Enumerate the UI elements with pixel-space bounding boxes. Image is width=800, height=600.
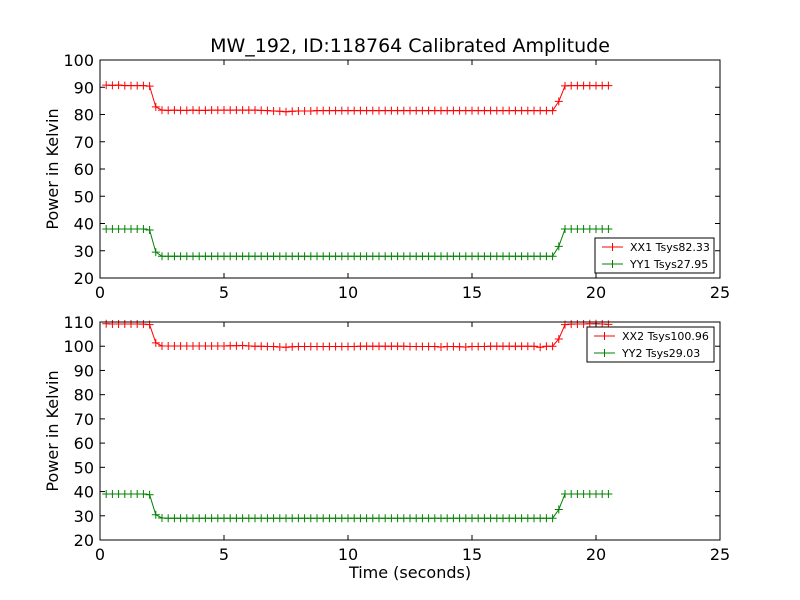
bottom-y-tick-label: 80 [74, 386, 94, 405]
top-series-1-point [114, 81, 123, 90]
bottom-series-1-point [536, 343, 545, 352]
top-y-tick-label: 30 [74, 242, 94, 261]
top-x-tick-label: 5 [219, 283, 229, 302]
top-series-1-point [604, 81, 613, 90]
bottom-y-tick-label: 90 [74, 361, 94, 380]
top-y-tick-label: 80 [74, 106, 94, 125]
bottom-series-2-point [604, 489, 613, 498]
bottom-series-1-point [151, 338, 160, 347]
top-y-tick-label: 60 [74, 160, 94, 179]
bottom-y-tick-label: 20 [74, 531, 94, 550]
bottom-series-1-point [530, 342, 538, 351]
top-series-2-point [139, 224, 148, 233]
bottom-legend: XX2 Tsys100.96 YY2 Tsys29.03 [586, 326, 715, 363]
bottom-y-tick-label: 40 [74, 483, 94, 502]
bottom-x-tick-label: 20 [586, 545, 606, 564]
bottom-y-tick-label: 50 [74, 458, 94, 477]
top-series-1-point [139, 81, 148, 90]
top-series-1-point [275, 107, 284, 116]
bottom-series-2-point [145, 490, 154, 499]
top-panel: Power in Kelvin 0 5 10 15 20 25 20 30 40 50 60 70 80… [43, 51, 730, 302]
bottom-y-tick-label: 110 [63, 313, 94, 332]
bottom-x-tick-label: 0 [95, 545, 105, 564]
chart-title: MW_192, ID:118764 Calibrated Amplitude [210, 35, 610, 57]
top-series-2-point [548, 252, 557, 261]
bottom-series-1-point [548, 342, 557, 351]
top-y-tick-label: 20 [74, 269, 94, 288]
bottom-series-2-point [139, 489, 148, 498]
bottom-y-tick-label: 30 [74, 507, 94, 526]
top-series-1-point [554, 97, 563, 106]
bottom-x-tick-label: 15 [462, 545, 482, 564]
top-y-tick-label: 40 [74, 215, 94, 234]
bottom-y-tick-label: 70 [74, 410, 94, 429]
top-series-1-point [548, 106, 557, 115]
bottom-x-tick-label: 5 [219, 545, 229, 564]
bottom-panel: Power in Kelvin Time (seconds) 0 5 10 15 20 2… [43, 313, 730, 582]
top-legend: XX1 Tsys82.33 YY1 Tsys27.95 [594, 237, 715, 274]
bottom-x-tick-label: 25 [710, 545, 730, 564]
top-series-1-point [282, 107, 290, 116]
bottom-legend-box [586, 326, 715, 363]
top-y-tick-label: 100 [63, 51, 94, 70]
top-x-tick-label: 15 [462, 283, 482, 302]
top-x-tick-label: 25 [710, 283, 730, 302]
bottom-axes-frame [99, 321, 721, 541]
top-legend-marker-2 [608, 260, 617, 268]
top-series-2-point [145, 226, 154, 235]
top-legend-marker-1 [608, 243, 617, 251]
bottom-legend-label-2: YY2 Tsys29.03 [621, 347, 700, 360]
bottom-legend-marker-2 [600, 349, 609, 357]
top-x-tick-label: 20 [586, 283, 606, 302]
bottom-x-tick-label: 10 [338, 545, 358, 564]
top-x-tick-label: 0 [95, 283, 105, 302]
bottom-legend-marker-1 [600, 332, 609, 340]
bottom-series-1-point [554, 334, 563, 343]
bottom-series-2-point [151, 510, 160, 519]
top-series-2-point [151, 248, 160, 257]
top-y-tick-label: 70 [74, 133, 94, 152]
top-series-1-point [151, 102, 160, 111]
top-legend-label-1: XX1 Tsys82.33 [630, 241, 710, 254]
top-y-tick-label: 90 [74, 78, 94, 97]
top-series-2-point [604, 224, 613, 233]
bottom-y-tick-label: 60 [74, 434, 94, 453]
top-legend-label-2: YY1 Tsys27.95 [629, 258, 708, 271]
top-x-tick-label: 10 [338, 283, 358, 302]
top-y-tick-label: 50 [74, 187, 94, 206]
bottom-x-axis-label: Time (seconds) [348, 563, 471, 582]
bottom-y-axis-label: Power in Kelvin [43, 370, 62, 491]
bottom-series-2-point [548, 514, 557, 523]
top-legend-box [594, 237, 715, 274]
top-y-axis-label: Power in Kelvin [43, 108, 62, 229]
bottom-series-2-point [554, 505, 563, 514]
bottom-legend-label-1: XX2 Tsys100.96 [622, 330, 709, 343]
bottom-y-tick-label: 100 [63, 337, 94, 356]
top-series-1-point [145, 82, 154, 91]
top-series-2-point [554, 242, 563, 251]
